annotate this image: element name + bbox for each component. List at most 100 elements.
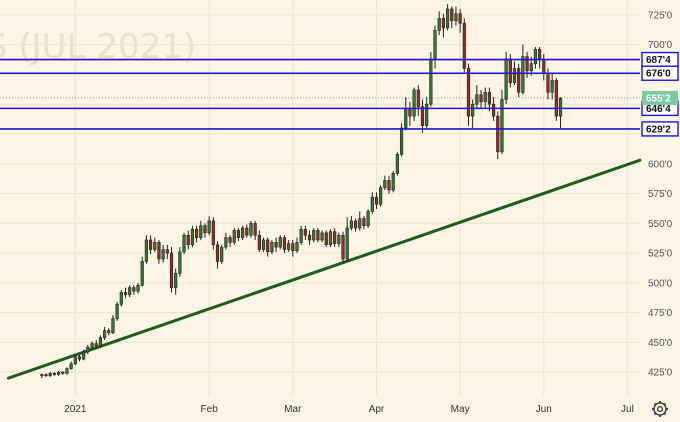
candle — [203, 223, 207, 238]
candle — [111, 315, 115, 335]
candle — [324, 230, 328, 248]
level-tag-label: 629'2 — [646, 124, 671, 135]
candle-body — [425, 103, 429, 126]
candle-body — [517, 68, 521, 93]
candle-body — [44, 374, 48, 377]
candle — [299, 225, 303, 245]
candle — [395, 151, 399, 176]
candle-body — [374, 196, 379, 205]
candle — [195, 225, 199, 243]
candle — [86, 344, 90, 355]
candle-body — [261, 239, 266, 250]
candle-body — [462, 22, 466, 69]
candle — [266, 237, 270, 257]
x-axis: 2021 Feb Mar Apr May Jun Jul — [64, 404, 634, 415]
candle — [90, 341, 94, 350]
candle — [387, 175, 391, 194]
candle — [337, 232, 341, 248]
candle — [341, 231, 345, 263]
candle — [450, 6, 454, 28]
candle-body — [136, 284, 140, 292]
candle — [379, 185, 383, 207]
candle-body — [241, 227, 245, 238]
candle-body — [291, 243, 295, 252]
candle — [425, 97, 429, 129]
candle — [165, 244, 169, 260]
candle-body — [111, 318, 115, 334]
candle — [370, 192, 374, 214]
level-tag-label: 646'4 — [646, 104, 671, 115]
candle — [241, 225, 245, 240]
candle-body — [362, 218, 366, 226]
candle — [483, 87, 487, 109]
candle-body — [236, 230, 241, 238]
candle — [404, 97, 408, 131]
candle — [374, 192, 379, 210]
candle-body — [178, 251, 182, 274]
candle — [391, 170, 395, 193]
candle-body — [500, 99, 504, 153]
y-tick-label: 700'0 — [648, 40, 673, 51]
candle — [56, 370, 61, 376]
candle-body — [487, 92, 492, 105]
candle-body — [94, 343, 98, 347]
x-tick-label: Apr — [369, 404, 385, 415]
candle-body — [307, 234, 312, 241]
candle — [82, 349, 86, 361]
candle-body — [65, 368, 69, 374]
candle-body — [320, 232, 324, 241]
x-tick-label: Feb — [201, 404, 219, 415]
candle-body — [550, 80, 554, 93]
candle-body — [282, 237, 287, 250]
candle — [169, 247, 174, 293]
candle — [40, 373, 44, 379]
chart-watermark: S (JUL 2021) — [0, 27, 196, 67]
candle — [517, 63, 521, 98]
candle — [77, 354, 82, 362]
candle — [328, 229, 333, 248]
candle-body — [420, 106, 425, 126]
candle-body — [496, 115, 500, 153]
candle-body — [270, 242, 274, 253]
candle — [538, 47, 542, 69]
candle — [140, 256, 144, 287]
x-tick-label: Jul — [621, 404, 634, 415]
candle — [353, 218, 358, 232]
candle — [123, 287, 128, 299]
candle-body — [533, 49, 538, 65]
candle — [500, 89, 504, 155]
candle-body — [115, 303, 119, 319]
candle-body — [257, 234, 261, 250]
candle — [102, 326, 107, 341]
candle — [161, 244, 165, 263]
candle — [245, 224, 249, 238]
candle — [412, 87, 416, 121]
candle-body — [316, 230, 320, 241]
candle-body — [61, 371, 65, 374]
candle — [144, 235, 149, 264]
candle — [199, 220, 203, 240]
settings-gear-icon[interactable] — [652, 401, 668, 417]
candle-body — [144, 239, 149, 262]
candle-body — [546, 72, 550, 93]
candle-body — [140, 261, 144, 286]
candle — [215, 241, 220, 269]
candles — [40, 4, 563, 379]
candle — [44, 373, 48, 377]
candle — [433, 25, 437, 69]
candle — [174, 268, 178, 295]
candle-body — [491, 103, 496, 117]
candle-body — [148, 239, 153, 250]
candle-body — [253, 223, 257, 236]
candle-body — [287, 243, 291, 250]
candle — [270, 239, 274, 255]
candle-body — [441, 18, 445, 29]
candle — [462, 18, 466, 74]
candle-body — [391, 172, 395, 191]
level-tag: 687'4 — [641, 51, 679, 68]
y-tick-label: 425'0 — [648, 368, 673, 379]
candle-body — [399, 127, 404, 155]
candle — [437, 11, 441, 36]
candle — [408, 101, 412, 126]
